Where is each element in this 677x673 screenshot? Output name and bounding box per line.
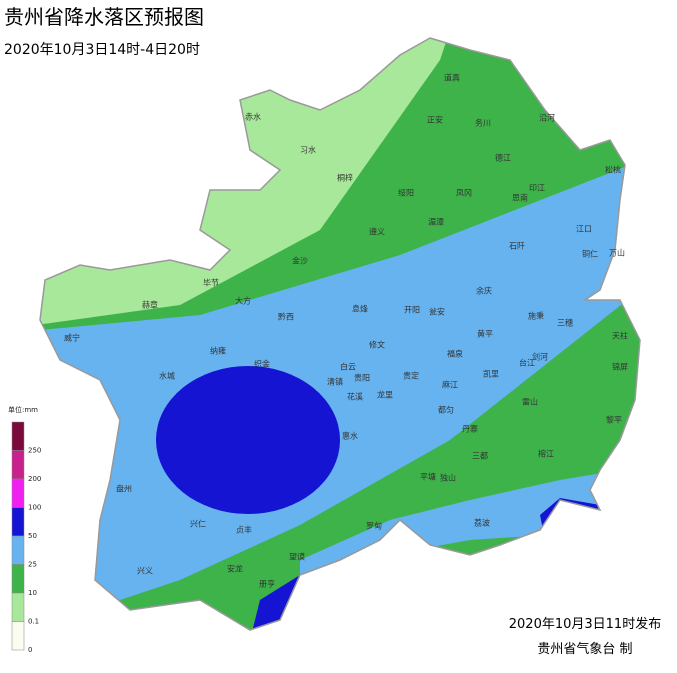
place-label: 威宁 — [64, 333, 80, 343]
place-label: 三都 — [472, 452, 488, 461]
place-label: 黎平 — [606, 415, 622, 425]
place-label: 遵义 — [369, 227, 385, 237]
place-label: 凤冈 — [456, 189, 472, 198]
legend-label: 50 — [28, 532, 37, 540]
place-label: 修文 — [369, 340, 385, 350]
place-label: 铜仁 — [582, 249, 598, 259]
place-label: 赫章 — [142, 300, 158, 310]
place-label: 荔波 — [474, 518, 490, 528]
place-label: 毕节 — [203, 278, 219, 288]
place-label: 兴义 — [137, 567, 153, 576]
zone-50 — [40, 160, 640, 630]
place-label: 台江 — [519, 358, 535, 368]
place-label: 三穗 — [557, 318, 573, 328]
map-subtitle: 2020年10月3日14时-4日20时 — [4, 42, 200, 58]
place-label: 印江 — [529, 184, 545, 193]
place-label: 织金 — [254, 359, 270, 369]
place-label: 独山 — [440, 473, 456, 483]
place-label: 大方 — [235, 296, 251, 306]
place-label: 德江 — [495, 153, 511, 163]
legend-swatch — [11, 621, 25, 651]
place-label: 福泉 — [447, 349, 463, 359]
place-label: 开阳 — [404, 306, 420, 315]
place-label: 万山 — [609, 248, 625, 258]
legend-label: 200 — [28, 475, 41, 483]
legend-label: 250 — [28, 447, 41, 455]
place-label: 余庆 — [476, 286, 492, 296]
legend-label: 100 — [28, 504, 41, 512]
issue-time: 2020年10月3日11时发布 — [509, 616, 661, 632]
place-label: 息烽 — [352, 304, 368, 314]
place-label: 贵定 — [403, 371, 419, 381]
place-label: 习水 — [300, 145, 316, 155]
place-label: 江口 — [576, 225, 592, 234]
place-label: 麻江 — [442, 380, 458, 390]
place-label: 瓮安 — [429, 307, 445, 317]
legend-label: 25 — [28, 561, 37, 569]
place-label: 松桃 — [605, 165, 621, 175]
place-label: 水城 — [159, 371, 175, 381]
place-label: 贞丰 — [236, 525, 252, 535]
place-label: 望谟 — [289, 552, 305, 562]
place-label: 清镇 — [327, 377, 343, 387]
place-label: 沿河 — [539, 113, 555, 123]
place-label: 雷山 — [522, 397, 538, 407]
legend-swatch — [11, 592, 25, 622]
legend-swatch — [11, 535, 25, 565]
legend-swatch — [11, 478, 25, 508]
map-title: 贵州省降水落区预报图 — [4, 5, 204, 29]
legend-label: 0 — [28, 646, 32, 654]
place-label: 白云 — [340, 362, 356, 372]
legend: 250 200 100 50 25 10 0.1 0 — [11, 421, 41, 654]
place-label: 施秉 — [528, 311, 544, 321]
place-label: 安龙 — [227, 564, 243, 574]
legend-unit: 单位:mm — [8, 405, 38, 414]
place-label: 兴仁 — [190, 519, 206, 529]
place-label: 惠水 — [342, 431, 358, 441]
place-label: 平塘 — [420, 472, 436, 482]
place-label: 务川 — [475, 118, 491, 128]
place-label: 桐梓 — [337, 173, 353, 183]
place-label: 湄潭 — [428, 218, 444, 227]
agency: 贵州省气象台 制 — [537, 641, 632, 657]
place-label: 石阡 — [509, 242, 525, 251]
legend-swatch — [11, 564, 25, 594]
place-label: 丹寨 — [462, 424, 478, 434]
place-label: 天柱 — [612, 331, 628, 341]
place-label: 纳雍 — [210, 346, 226, 356]
place-label: 凯里 — [483, 369, 499, 379]
place-label: 贵阳 — [354, 373, 370, 383]
place-label: 盘州 — [116, 484, 132, 494]
place-label: 思南 — [512, 193, 528, 203]
place-label: 花溪 — [347, 392, 363, 402]
legend-swatch — [11, 507, 25, 537]
place-label: 榕江 — [538, 449, 554, 459]
zone-100 — [156, 366, 340, 514]
place-label: 正安 — [427, 115, 443, 125]
legend-label: 10 — [28, 589, 37, 597]
place-label: 赤水 — [245, 112, 261, 122]
province-outline — [39, 37, 641, 631]
place-label: 册亨 — [259, 579, 275, 589]
legend-swatch — [11, 421, 25, 451]
place-label: 金沙 — [292, 256, 308, 266]
place-label: 黔西 — [278, 312, 294, 322]
legend-swatch — [11, 450, 25, 480]
place-label: 罗甸 — [366, 521, 382, 531]
zone-50-south — [300, 470, 620, 590]
legend-label: 0.1 — [28, 618, 39, 626]
place-label: 都匀 — [438, 405, 454, 415]
place-label: 龙里 — [377, 390, 393, 400]
place-label: 黄平 — [477, 329, 493, 339]
place-label: 锦屏 — [612, 362, 628, 372]
place-label: 绥阳 — [398, 188, 414, 198]
place-label: 道真 — [444, 73, 460, 83]
place-label: 剑河 — [532, 352, 548, 362]
